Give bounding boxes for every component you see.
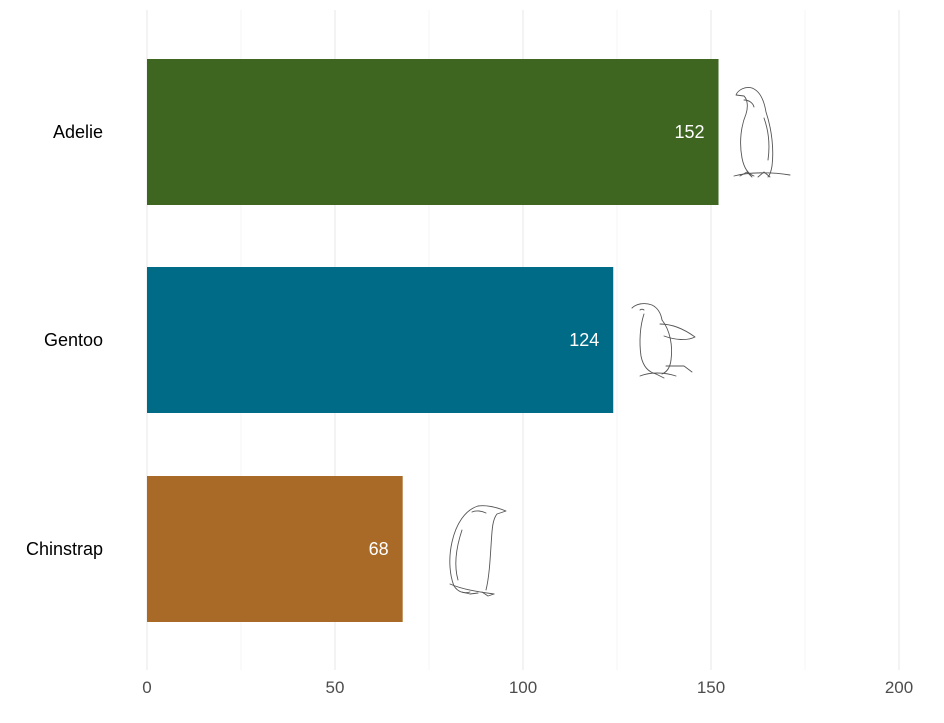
penguin-outline-stroke bbox=[639, 313, 657, 375]
penguin-outline-stroke bbox=[449, 583, 495, 595]
bar-adelie bbox=[147, 59, 719, 205]
penguin-outline-stroke bbox=[735, 87, 755, 177]
penguin-outline-stroke bbox=[461, 591, 479, 595]
x-axis-ticks: 0 50 100 150 200 bbox=[142, 678, 913, 697]
penguin-outline-stroke bbox=[763, 117, 770, 161]
penguin-outline-stroke bbox=[757, 171, 771, 178]
bar-gentoo bbox=[147, 267, 614, 413]
penguin-outline-stroke bbox=[739, 171, 753, 178]
penguin-outline-stroke bbox=[639, 372, 677, 377]
x-tick-label: 150 bbox=[697, 678, 725, 697]
penguin-outline-stroke bbox=[471, 510, 487, 514]
category-label-adelie: Adelie bbox=[53, 122, 103, 142]
data-label-adelie: 152 bbox=[674, 122, 704, 142]
penguin-outline-stroke bbox=[449, 505, 479, 594]
penguin-gentoo-icon bbox=[631, 303, 696, 379]
data-label-gentoo: 124 bbox=[569, 330, 599, 350]
data-labels: 152 124 68 bbox=[369, 122, 705, 559]
category-label-chinstrap: Chinstrap bbox=[26, 539, 103, 559]
penguin-outline-stroke bbox=[631, 303, 663, 321]
x-tick-label: 50 bbox=[326, 678, 345, 697]
bar-chinstrap bbox=[147, 476, 403, 622]
x-tick-label: 100 bbox=[509, 678, 537, 697]
bars bbox=[147, 59, 719, 622]
x-tick-label: 200 bbox=[885, 678, 913, 697]
category-label-gentoo: Gentoo bbox=[44, 330, 103, 350]
category-axis: Adelie Gentoo Chinstrap bbox=[26, 122, 103, 559]
penguin-adelie-icon bbox=[733, 87, 791, 178]
penguin-outline-stroke bbox=[455, 529, 463, 581]
penguin-outline-stroke bbox=[665, 365, 693, 373]
penguin-outline-stroke bbox=[661, 319, 673, 375]
penguin-illustrations bbox=[449, 87, 791, 597]
penguin-outline-stroke bbox=[481, 591, 495, 597]
penguin-outline-stroke bbox=[751, 87, 774, 178]
x-tick-label: 0 bbox=[142, 678, 151, 697]
penguin-outline-stroke bbox=[743, 99, 755, 108]
penguin-outline-stroke bbox=[477, 505, 507, 591]
penguin-outline-stroke bbox=[655, 373, 665, 379]
penguin-outline-stroke bbox=[639, 308, 645, 311]
penguin-outline-stroke bbox=[733, 172, 791, 177]
penguin-outline-stroke bbox=[659, 323, 696, 340]
data-label-chinstrap: 68 bbox=[369, 539, 389, 559]
penguin-chinstrap-icon bbox=[449, 505, 507, 597]
